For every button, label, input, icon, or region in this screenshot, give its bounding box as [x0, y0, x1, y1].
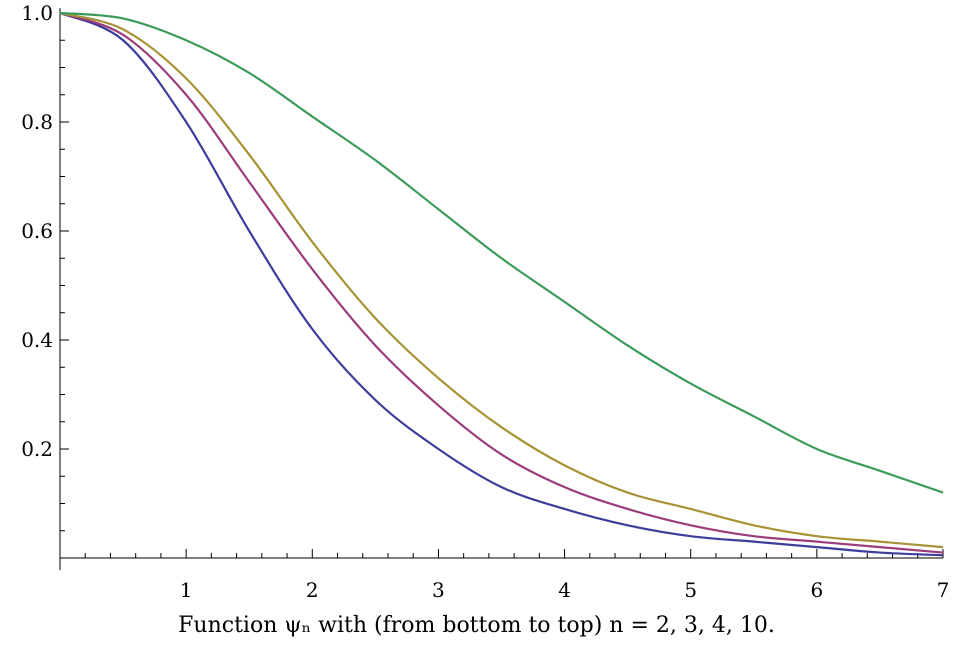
x-tick-label: 6: [810, 578, 823, 602]
tick-labels: 1 2 3 4 5 6 7 0.2 0.4 0.6 0.8 1.0: [21, 1, 949, 602]
y-tick-label: 1.0: [21, 1, 53, 25]
series-line-n3: [59, 11, 944, 554]
series-line-n2: [59, 11, 944, 557]
y-tick-label: 0.4: [21, 328, 53, 352]
y-tick-label: 0.6: [21, 219, 53, 243]
axes: [59, 8, 943, 570]
x-tick-label: 7: [937, 578, 950, 602]
chart-caption: Function ψₙ with (from bottom to top) n …: [178, 613, 775, 638]
x-tick-label: 5: [684, 578, 697, 602]
x-tick-label: 3: [432, 578, 445, 602]
y-tick-label: 0.8: [21, 110, 53, 134]
x-tick-label: 2: [306, 578, 319, 602]
series-lines: [59, 11, 944, 557]
series-line-n10: [59, 11, 944, 494]
series-line-n4: [59, 11, 944, 549]
ticks: [60, 12, 944, 558]
x-tick-label: 4: [558, 578, 571, 602]
y-tick-label: 0.2: [21, 437, 53, 461]
x-tick-label: 1: [180, 578, 193, 602]
